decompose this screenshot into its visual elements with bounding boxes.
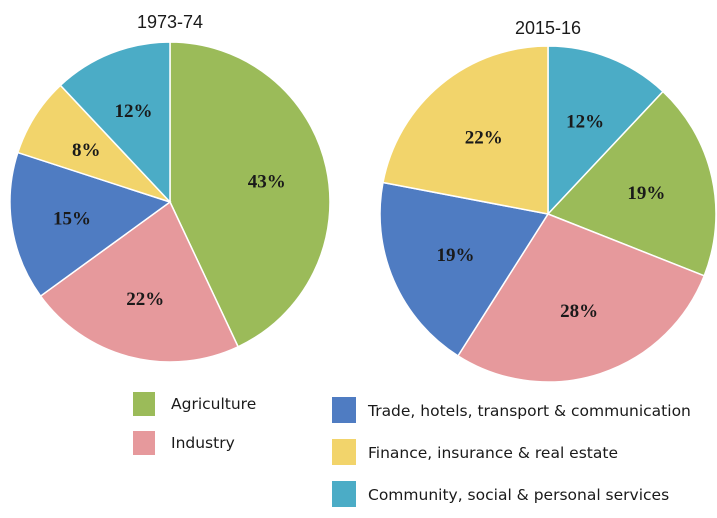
legend-swatch-agriculture bbox=[133, 392, 155, 416]
legend-item-community: Community, social & personal services bbox=[332, 481, 669, 507]
pie-2: 12% 19% 28% 19% 22% bbox=[379, 45, 717, 383]
pie-2-title: 2015-16 bbox=[515, 18, 581, 38]
legend-item-industry: Industry bbox=[133, 431, 235, 455]
pie-2-label-trade-hotels-transport-communication: 19% bbox=[437, 245, 475, 266]
pie-1-slice-trade-hotels-transport-communication bbox=[9, 151, 172, 298]
legend: Agriculture Industry Trade, hotels, tran… bbox=[133, 392, 691, 507]
legend-label-community: Community, social & personal services bbox=[368, 486, 669, 504]
pie-2-label-finance-insurance-real-estate: 22% bbox=[465, 127, 503, 148]
legend-item-trade: Trade, hotels, transport & communication bbox=[332, 397, 691, 423]
legend-item-finance: Finance, insurance & real estate bbox=[332, 439, 618, 465]
pie-1-slice-community-social-personal-services bbox=[59, 41, 171, 204]
pie-1-title: 1973-74 bbox=[137, 12, 203, 32]
pie-1-label-trade-hotels-transport-communication: 15% bbox=[53, 209, 91, 230]
legend-label-agriculture: Agriculture bbox=[171, 395, 256, 413]
legend-swatch-finance bbox=[332, 439, 356, 465]
pie-2-label-industry: 28% bbox=[560, 301, 598, 322]
pie-1-label-industry: 22% bbox=[126, 289, 164, 310]
legend-swatch-industry bbox=[133, 431, 155, 455]
pie-2-label-community-social-personal-services: 12% bbox=[566, 111, 604, 132]
pie-2-slice-industry bbox=[456, 213, 706, 383]
pie-2-slice-finance-insurance-real-estate bbox=[382, 45, 549, 215]
pie-2-label-agriculture: 19% bbox=[627, 183, 665, 204]
pie-1-slice-agriculture bbox=[169, 41, 331, 348]
pie-1-label-agriculture: 43% bbox=[248, 171, 286, 192]
pie-2-slice-trade-hotels-transport-communication bbox=[379, 181, 550, 357]
legend-label-industry: Industry bbox=[171, 434, 235, 452]
legend-label-finance: Finance, insurance & real estate bbox=[368, 444, 618, 462]
legend-label-trade: Trade, hotels, transport & communication bbox=[367, 402, 691, 420]
pie-2-slice-agriculture bbox=[546, 90, 717, 277]
legend-swatch-trade bbox=[332, 397, 356, 423]
pie-1-slice-industry bbox=[39, 200, 240, 363]
legend-swatch-community bbox=[332, 481, 356, 507]
pie-1-label-community-social-personal-services: 12% bbox=[115, 101, 153, 122]
legend-item-agriculture: Agriculture bbox=[133, 392, 256, 416]
pie-1: 43% 22% 15% 8% 12% bbox=[9, 41, 331, 363]
pie-1-label-finance-insurance-real-estate: 8% bbox=[72, 140, 101, 161]
pie-2-slice-community-social-personal-services bbox=[547, 45, 665, 216]
